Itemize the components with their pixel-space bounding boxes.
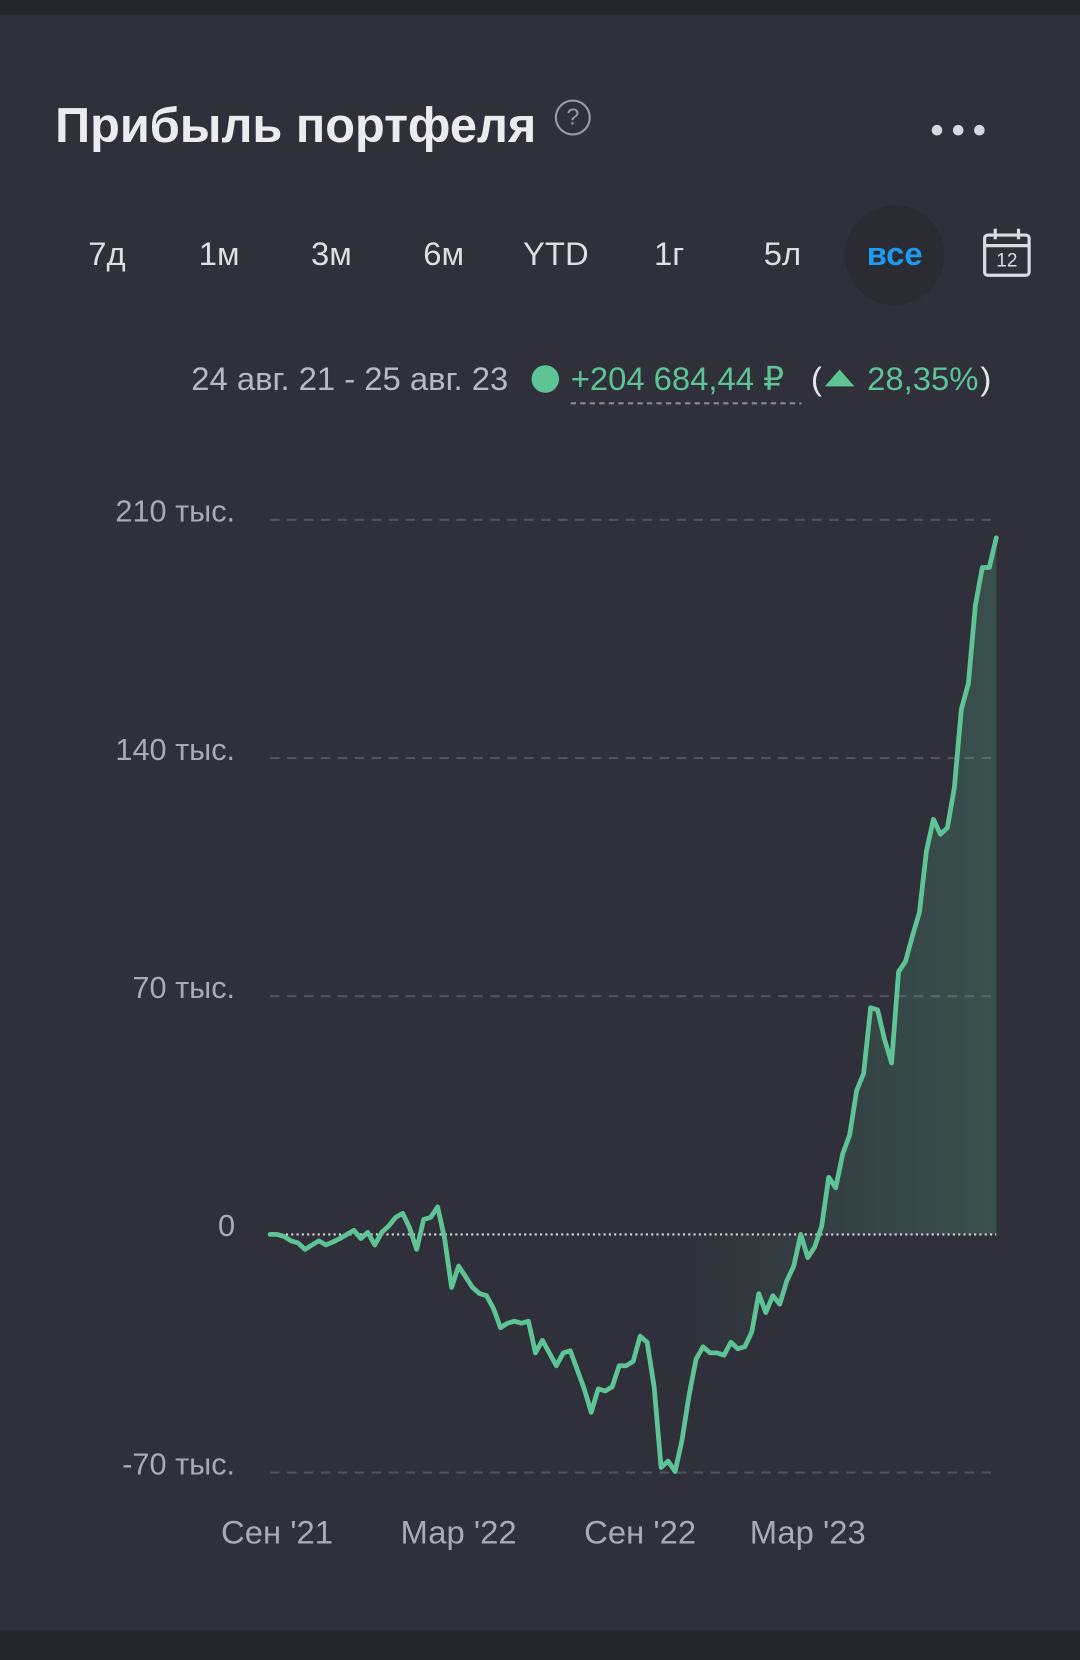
period-tab[interactable]: 1г (654, 235, 684, 272)
paren: ( (811, 360, 822, 397)
dot (974, 124, 985, 136)
x-tick-label: Сен '22 (584, 1514, 696, 1551)
more-menu[interactable] (931, 124, 985, 136)
status-dot (531, 365, 560, 393)
help-icon[interactable] (554, 99, 591, 136)
bottom-bar (0, 1630, 1080, 1660)
dot (952, 124, 964, 136)
y-tick-label: 70 тыс. (132, 970, 235, 1005)
up-arrow (824, 369, 855, 387)
y-tick-label: 140 тыс. (115, 732, 235, 767)
period-tab[interactable]: 5л (764, 235, 801, 272)
dot (931, 124, 943, 136)
period-tab[interactable]: 7д (88, 235, 125, 272)
line (267, 535, 999, 1474)
period-tab[interactable]: 1м (199, 235, 240, 272)
period-tab[interactable]: 3м (311, 235, 352, 272)
y-tick-label: 0 (218, 1208, 235, 1243)
date-range: 24 авг. 21 - 25 авг. 23 (191, 360, 508, 397)
period-tabs: 7д 1м 3м 6м YTD 1г 5л все (88, 205, 945, 305)
y-tick-label: 210 тыс. (115, 494, 235, 529)
area (270, 537, 997, 1472)
period-tab[interactable]: 6м (423, 235, 464, 272)
chart: -70 тыс. 0 70 тыс. 140 тыс. 210 тыс. Сен '21 М… (115, 494, 999, 1551)
x-tick-label: Мар '23 (750, 1514, 866, 1551)
calendar-frame (983, 233, 1031, 277)
calendar-day: 12 (996, 251, 1017, 272)
active-tab-bg (844, 205, 945, 305)
y-tick-label: -70 тыс. (122, 1446, 235, 1481)
x-tick-label: Мар '22 (401, 1514, 517, 1551)
calendar-button[interactable]: 12 (983, 228, 1031, 277)
period-tab[interactable]: все (867, 235, 923, 272)
x-tick-label: Сен '21 (221, 1514, 333, 1551)
profit-percent: 28,35% (867, 360, 978, 397)
help-icon-glyph: ? (566, 104, 579, 130)
profit-value[interactable]: +204 684,44 ₽ (571, 360, 784, 397)
card-title: Прибыль портфеля (55, 99, 536, 153)
paren: ) (980, 360, 991, 397)
top-bar (0, 0, 1080, 15)
period-tab[interactable]: YTD (523, 235, 589, 272)
